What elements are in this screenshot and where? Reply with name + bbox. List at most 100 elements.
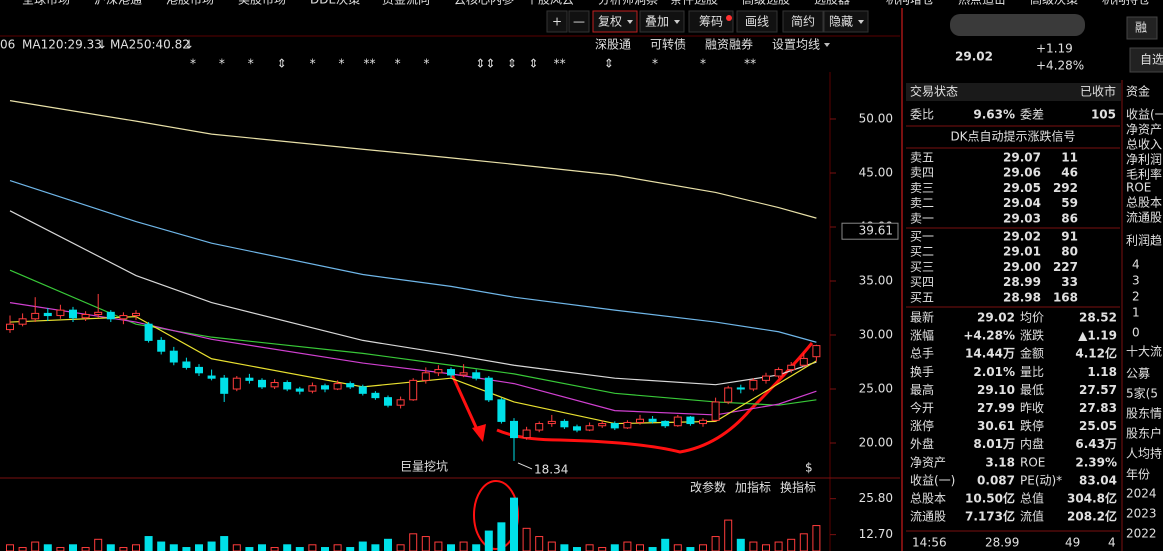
- menu-item[interactable]: 机构持仓: [1102, 0, 1150, 7]
- candle-body: [6, 323, 14, 331]
- book-label: 买三: [910, 260, 934, 274]
- candle-body: [711, 401, 720, 421]
- side-button[interactable]: [1126, 16, 1158, 40]
- toolbar-label[interactable]: 隐藏: [829, 15, 853, 29]
- volume-link[interactable]: 加指标: [735, 480, 771, 495]
- candle-body: [736, 387, 745, 390]
- menu-item[interactable]: 热点追击: [958, 0, 1006, 7]
- book-qty: 80: [1061, 245, 1078, 259]
- price-marker-box: [841, 222, 899, 240]
- menu-item[interactable]: 高级决策: [1030, 0, 1078, 7]
- toolbar-button[interactable]: [688, 10, 734, 33]
- toolbar-label[interactable]: +: [552, 15, 562, 29]
- ma-line: [9, 316, 817, 425]
- stat-label: 最低: [1020, 383, 1044, 397]
- toolbar-label[interactable]: 简约: [791, 14, 815, 29]
- side-text: 年份: [1126, 468, 1150, 482]
- volume-bar: [321, 547, 329, 551]
- candle-body: [762, 375, 770, 381]
- volume-link[interactable]: 换指标: [780, 480, 816, 495]
- toolbar-label[interactable]: 画线: [745, 15, 769, 29]
- menu-item[interactable]: 全球市场: [22, 0, 70, 7]
- candle-body: [43, 312, 52, 317]
- toolbar-button[interactable]: [736, 10, 778, 33]
- side-text: 总股本: [1126, 196, 1162, 210]
- candle-body: [585, 425, 594, 431]
- stat-value: 8.01万: [973, 437, 1015, 451]
- side-text: 人均持: [1126, 446, 1162, 461]
- menu-item[interactable]: 条件选股: [670, 0, 718, 7]
- menu-item[interactable]: 分析师洞察: [598, 0, 658, 7]
- volume-bar: [81, 547, 90, 551]
- chart-link[interactable]: 融资融券: [705, 37, 753, 52]
- menu-item[interactable]: 选股器: [814, 0, 850, 7]
- wc-label: 委差: [1020, 108, 1044, 122]
- toolbar-label[interactable]: —: [573, 15, 585, 29]
- volume-bar: [106, 544, 115, 551]
- stat-label: 总值: [1020, 491, 1044, 506]
- volume-bar: [333, 544, 342, 551]
- toolbar-button[interactable]: [592, 10, 638, 33]
- toolbar-label[interactable]: 叠加: [645, 15, 669, 29]
- book-label: 买一: [910, 230, 934, 244]
- stat-value: 10.50亿: [965, 491, 1015, 506]
- side-button-label[interactable]: 自选: [1140, 53, 1163, 67]
- dropdown-caret: [627, 20, 633, 24]
- quote-pct: +4.28%: [1036, 59, 1084, 73]
- menu-item[interactable]: 港股市场: [166, 0, 214, 7]
- candle-body: [673, 416, 682, 427]
- book-qty: 86: [1061, 211, 1078, 225]
- wc-value: 105: [1091, 108, 1116, 122]
- menu-item[interactable]: 资金流向: [382, 0, 430, 7]
- signal-link[interactable]: DK点自动提示涨跌信号: [950, 129, 1075, 144]
- volume-bar: [18, 547, 27, 551]
- toolbar-label[interactable]: 复权: [598, 15, 622, 29]
- chart-link[interactable]: 设置均线: [772, 38, 820, 52]
- menu-item[interactable]: 沪深港通: [94, 0, 142, 7]
- candle-body: [434, 369, 443, 374]
- chart-link[interactable]: 深股通: [595, 38, 631, 52]
- volume-bar: [673, 544, 682, 551]
- side-text: 1: [1132, 306, 1140, 320]
- menu-item[interactable]: 机构增仓: [886, 0, 934, 7]
- side-button-label[interactable]: 融: [1135, 21, 1147, 35]
- stat-value: 29.02: [977, 311, 1015, 325]
- toolbar-label[interactable]: 筹码: [699, 15, 723, 29]
- toolbar-button[interactable]: [546, 10, 568, 33]
- ma120-label: MA120:29.33: [22, 38, 102, 52]
- volume-bar: [484, 530, 493, 551]
- side-button[interactable]: [1129, 47, 1163, 73]
- chart-link[interactable]: 可转债: [650, 37, 686, 52]
- volume-bar: [195, 544, 203, 551]
- stat-label: PE(动)*: [1020, 473, 1062, 487]
- toolbar-button[interactable]: [823, 10, 869, 33]
- side-text: 2024: [1126, 487, 1157, 501]
- menu-item[interactable]: DDE决策: [310, 0, 360, 7]
- menu-item[interactable]: 美股市场: [238, 0, 286, 7]
- ma-line: [9, 179, 817, 343]
- ma250-label: MA250:40.82: [110, 38, 190, 52]
- stat-value: 1.18: [1087, 365, 1117, 379]
- badge-dot: [726, 15, 732, 21]
- annotation: 巨量挖坑: [400, 459, 448, 474]
- toolbar-button[interactable]: [639, 10, 685, 33]
- volume-bar: [169, 544, 178, 551]
- candle-body: [56, 309, 65, 317]
- menu-item[interactable]: 个股风云: [526, 0, 574, 7]
- stat-value: 3.18: [985, 455, 1015, 469]
- candle-body: [598, 423, 607, 427]
- toolbar-button[interactable]: [568, 10, 590, 33]
- volume-bar: [220, 536, 229, 551]
- volume-bar: [43, 544, 52, 551]
- candle-body: [573, 426, 581, 431]
- candle-body: [31, 312, 40, 320]
- stat-value: 208.2亿: [1067, 509, 1117, 524]
- menu-item[interactable]: 云核心内参: [454, 0, 514, 7]
- volume-link[interactable]: 改参数: [690, 480, 726, 495]
- volume-bar: [686, 547, 695, 551]
- toolbar-button[interactable]: [782, 10, 824, 33]
- menu-item[interactable]: 高级选股: [742, 0, 790, 7]
- y-tick-label: 35.00: [859, 273, 893, 287]
